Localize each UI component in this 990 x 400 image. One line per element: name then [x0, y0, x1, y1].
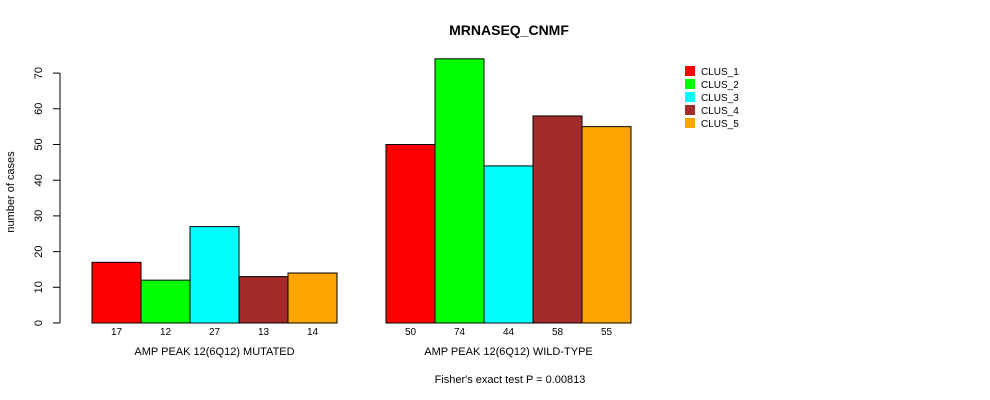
y-tick-label: 0	[33, 320, 45, 326]
bar-clus_2-group-1	[140, 279, 191, 324]
bar-clus_5-group-1	[287, 272, 338, 324]
bar-count-label: 17	[111, 327, 123, 338]
legend-label-clus_5: CLUS_5	[701, 119, 739, 130]
bar-clus_4-group-2	[532, 115, 583, 324]
group-label: AMP PEAK 12(6Q12) MUTATED	[134, 346, 294, 358]
legend-swatch-clus_4	[685, 105, 695, 115]
y-tick-label: 40	[33, 174, 45, 186]
y-axis-label: number of cases	[5, 151, 17, 233]
bar-count-label: 58	[552, 327, 564, 338]
bar-count-label: 13	[258, 327, 270, 338]
bar-count-label: 44	[503, 327, 515, 338]
y-tick-label: 30	[33, 210, 45, 222]
legend-swatch-clus_3	[685, 92, 695, 102]
bar-clus_4-group-1	[238, 276, 289, 324]
y-tick-label: 10	[33, 281, 45, 293]
count-labels: 17 12 27 13 14 50 74 44 58 55	[111, 327, 613, 338]
bar-clus_5-group-2	[581, 126, 632, 324]
y-tick-label: 20	[33, 245, 45, 257]
legend: CLUS_1 CLUS_2 CLUS_3 CLUS_4 CLUS_5	[685, 66, 739, 130]
legend-label-clus_3: CLUS_3	[701, 93, 739, 104]
fisher-test-footnote: Fisher's exact test P = 0.00813	[435, 374, 586, 386]
group-label: AMP PEAK 12(6Q12) WILD-TYPE	[424, 346, 593, 358]
legend-label-clus_4: CLUS_4	[701, 106, 739, 117]
y-tick-label: 60	[33, 103, 45, 115]
bar-clus_2-group-2	[434, 58, 485, 324]
bar-count-label: 50	[405, 327, 417, 338]
chart-title: MRNASEQ_CNMF	[449, 22, 569, 38]
legend-swatch-clus_2	[685, 79, 695, 89]
y-tick-label: 70	[33, 67, 45, 79]
legend-label-clus_2: CLUS_2	[701, 80, 739, 91]
bar-clus_3-group-2	[483, 165, 534, 324]
bar-count-label: 27	[209, 327, 221, 338]
bar-clus_3-group-1	[189, 226, 240, 324]
legend-label-clus_1: CLUS_1	[701, 67, 739, 78]
bar-clus_1-group-1	[91, 261, 142, 324]
bar-count-label: 12	[160, 327, 172, 338]
bar-clus_1-group-2	[385, 144, 436, 324]
bars	[91, 58, 632, 324]
legend-swatch-clus_1	[685, 66, 695, 76]
y-tick-label: 50	[33, 138, 45, 150]
legend-swatch-clus_5	[685, 118, 695, 128]
y-axis: 0 10 20 30 40 50 60 70	[33, 67, 61, 326]
bar-count-label: 14	[307, 327, 319, 338]
bar-count-label: 74	[454, 327, 466, 338]
bar-count-label: 55	[601, 327, 613, 338]
group-labels: AMP PEAK 12(6Q12) MUTATED AMP PEAK 12(6Q1…	[134, 346, 592, 358]
